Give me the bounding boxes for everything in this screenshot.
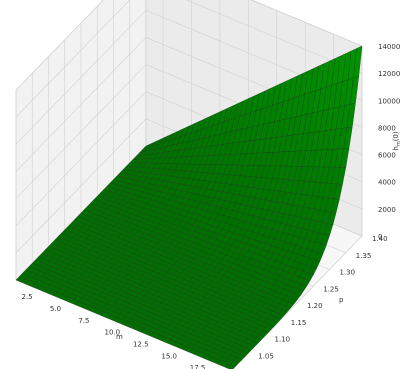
z-grid-left <box>15 91 147 226</box>
z-tick-label: 6000 <box>378 152 396 160</box>
z-grid-back <box>250 0 363 47</box>
x-tick-label: 7.5 <box>78 317 89 325</box>
z-tick-label: 10000 <box>378 97 400 105</box>
z-axis-label-arg: (0) <box>392 131 400 141</box>
z-grid-left <box>15 0 131 118</box>
z-tick-label: 12000 <box>378 70 400 78</box>
z-grid-back <box>185 0 363 74</box>
y-tick-label: 1.05 <box>258 352 274 360</box>
z-tick-label: 0 <box>378 233 382 241</box>
x-tick-label: 12.5 <box>133 340 149 348</box>
y-tick-labels: 1.001.051.101.151.201.251.301.351.40 <box>258 235 388 360</box>
z-tick-label: 4000 <box>378 179 396 187</box>
y-tick-label: 1.30 <box>340 269 356 277</box>
y-tick-label: 1.40 <box>372 235 388 243</box>
surface-facet <box>226 364 236 369</box>
z-tick-label: 2000 <box>378 206 396 214</box>
z-axis-label: hm(0) <box>392 131 402 150</box>
y-tick-label: 1.35 <box>356 252 372 260</box>
z-axis-label-sub: m <box>396 141 402 146</box>
x-tick-labels: 2.55.07.510.012.515.017.520.0 <box>21 293 206 369</box>
x-tick-label: 2.5 <box>21 293 32 301</box>
y-tick-label: 1.15 <box>291 319 307 327</box>
x-tick-label: 5.0 <box>50 305 61 313</box>
x-tick-label: 17.5 <box>190 364 206 369</box>
z-tick-label: 8000 <box>378 124 396 132</box>
y-axis-label: p <box>339 296 344 304</box>
z-axis-label-main: h <box>392 146 400 150</box>
z-grid-left <box>15 0 104 91</box>
x-axis-label: m <box>116 333 123 341</box>
y-tick-label: 1.10 <box>275 336 291 344</box>
z-grid-left <box>15 10 147 145</box>
z-grid-left <box>15 64 147 199</box>
z-grid-left <box>15 118 147 254</box>
z-grid-left <box>15 37 147 172</box>
y-tick-label: 1.20 <box>307 302 323 310</box>
z-tick-labels: 0 2000 4000 6000 8000 10000 12000 14000 <box>378 43 400 241</box>
x-tick-label: 10.0 <box>105 329 121 337</box>
x-tick-label: 15.0 <box>161 352 177 360</box>
surface-mesh <box>15 45 363 369</box>
z-tick-label: 14000 <box>378 43 400 51</box>
y-tick-label: 1.25 <box>323 285 339 293</box>
